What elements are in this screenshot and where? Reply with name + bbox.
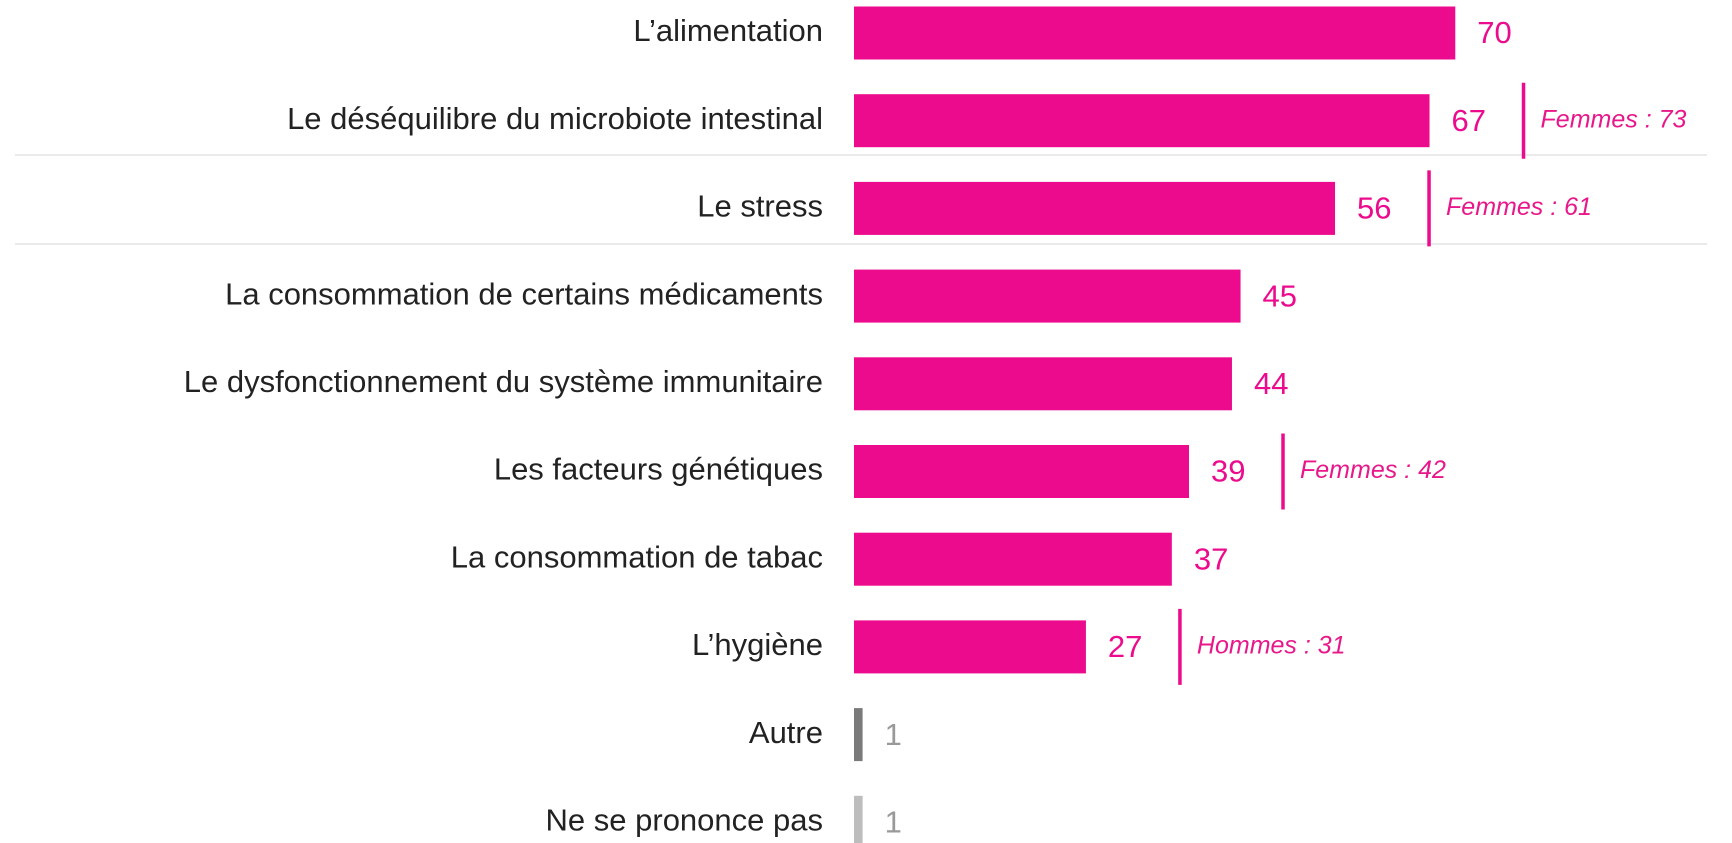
annotation: Hommes : 31 (1197, 632, 1346, 660)
category-label: Le stress (697, 189, 823, 224)
bar (854, 708, 863, 762)
value-label: 1 (885, 804, 902, 839)
category-label: Le déséquilibre du microbiote intestinal (287, 101, 823, 136)
value-label: 27 (1108, 629, 1142, 664)
value-label: 67 (1452, 103, 1486, 138)
bar (854, 445, 1190, 498)
category-label: Les facteurs génétiques (494, 452, 823, 487)
bar (854, 795, 863, 843)
value-label: 56 (1357, 191, 1391, 226)
category-label: L’hygiène (692, 627, 823, 662)
category-label: Le dysfonctionnement du système immunita… (184, 364, 823, 399)
annotation: Femmes : 73 (1541, 105, 1687, 133)
value-label: 45 (1263, 278, 1297, 313)
value-label: 44 (1254, 366, 1288, 401)
bar (854, 357, 1232, 411)
bar (854, 94, 1430, 148)
bar (854, 181, 1336, 235)
annotation: Femmes : 42 (1300, 456, 1446, 484)
value-label: 37 (1194, 541, 1228, 576)
value-label: 39 (1211, 454, 1245, 489)
bar (854, 6, 1456, 60)
category-label: La consommation de tabac (451, 539, 823, 574)
category-label: La consommation de certains médicaments (225, 276, 823, 311)
category-label: Autre (749, 715, 823, 750)
annotation: Femmes : 61 (1446, 193, 1592, 221)
value-label: 70 (1477, 15, 1511, 50)
category-label: Ne se prononce pas (546, 802, 823, 837)
bar (854, 532, 1172, 586)
bar (854, 620, 1086, 674)
category-label: L’alimentation (633, 13, 823, 48)
value-label: 1 (885, 717, 902, 752)
bar (854, 269, 1241, 323)
